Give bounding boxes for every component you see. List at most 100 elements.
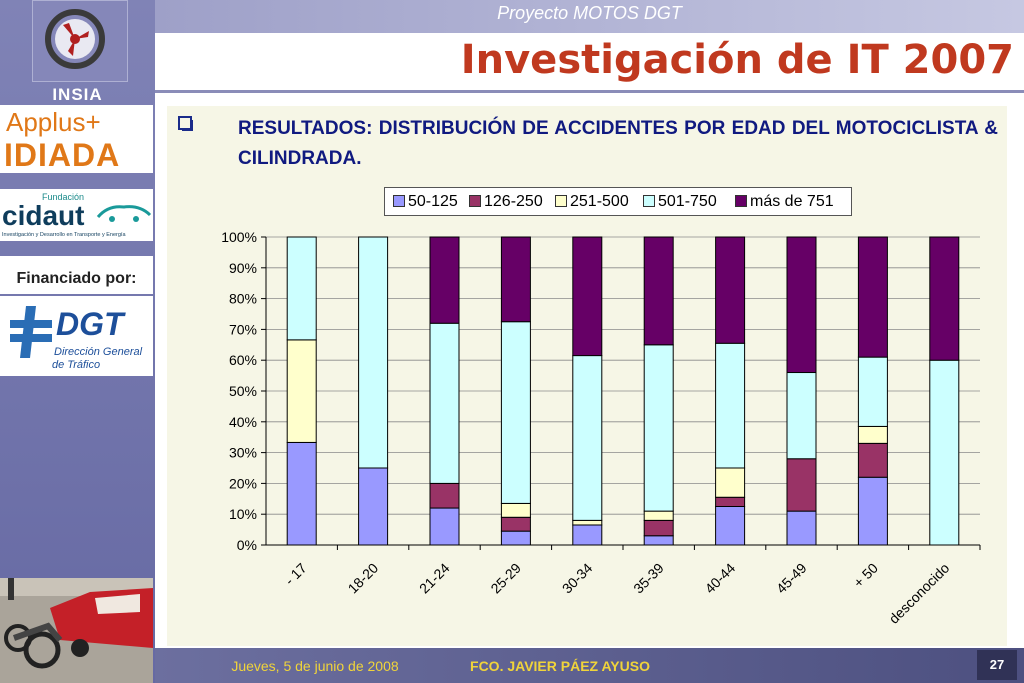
legend-swatch — [469, 195, 481, 207]
idiada-logo: IDIADA — [4, 137, 121, 173]
insia-label: INSIA — [52, 85, 103, 104]
bar-segment — [786, 510, 817, 546]
bar-segment — [358, 467, 389, 546]
footer-author: FCO. JAVIER PÁEZ AYUSO — [470, 658, 650, 674]
page-title: Investigación de IT 2007 — [460, 37, 1014, 83]
y-tick-label: 20% — [229, 475, 257, 491]
legend-label: 126-250 — [484, 193, 543, 210]
insia-logo — [32, 0, 128, 82]
applus-logo: Applus+ — [6, 107, 101, 137]
bar-segment — [643, 535, 674, 546]
y-tick-label: 40% — [229, 414, 257, 430]
legend-swatch — [393, 195, 405, 207]
bar-segment — [643, 236, 674, 346]
accident-photo — [0, 578, 153, 683]
bar-segment — [857, 425, 888, 444]
bar-segment — [786, 458, 817, 512]
bar-segment — [786, 372, 817, 460]
results-heading: RESULTADOS: DISTRIBUCIÓN DE ACCIDENTES P… — [238, 118, 998, 169]
bar-segment — [500, 516, 531, 532]
bar-segment — [572, 236, 603, 357]
cidaut-wordmark: cidaut — [2, 200, 85, 231]
bar-segment — [429, 482, 460, 509]
y-tick-label: 10% — [229, 506, 257, 522]
legend-label: 251-500 — [570, 193, 629, 210]
bar-segment — [358, 236, 389, 469]
bar-segment — [929, 236, 960, 361]
accident-scene-image — [0, 578, 153, 683]
x-tick-label: 18-20 — [345, 560, 382, 597]
y-tick-label: 60% — [229, 352, 257, 368]
y-tick-label: 70% — [229, 321, 257, 337]
insia-emblem-icon — [45, 9, 105, 69]
footer-bar — [155, 648, 1024, 683]
legend-swatch — [735, 195, 747, 207]
bar-segment — [643, 344, 674, 512]
y-tick-label: 100% — [221, 229, 257, 245]
y-tick-label: 50% — [229, 383, 257, 399]
cidaut-tagline: Investigación y Desarrollo en Transporte… — [2, 232, 126, 238]
x-tick-label: 35-39 — [630, 560, 667, 597]
bar-segment — [429, 322, 460, 484]
y-tick-label: 0% — [237, 537, 257, 553]
legend-swatch — [643, 195, 655, 207]
bar-segment — [715, 236, 746, 344]
bar-segment — [929, 359, 960, 546]
legend-label: 501-750 — [658, 193, 717, 210]
bar-segment — [429, 236, 460, 324]
bar-segment — [572, 519, 603, 526]
dgt-sub2: de Tráfico — [52, 359, 101, 371]
dgt-sub1: Dirección General — [54, 346, 143, 358]
bar-segment — [572, 355, 603, 521]
bar-segment — [643, 519, 674, 537]
x-tick-label: 45-49 — [773, 560, 810, 597]
bar-segment — [857, 236, 888, 358]
y-tick-label: 90% — [229, 260, 257, 276]
legend-swatch — [555, 195, 567, 207]
bullet-square-icon — [178, 116, 193, 131]
x-tick-label: + 50 — [850, 560, 881, 591]
x-tick-label: 25-29 — [487, 560, 524, 597]
legend-label: más de 751 — [750, 193, 834, 210]
bar-segment — [715, 467, 746, 498]
bar-segment — [500, 502, 531, 518]
bar-segment — [715, 342, 746, 469]
bar-segment — [857, 442, 888, 478]
checkbox-bullet-icon — [177, 115, 195, 133]
x-tick-label: 21-24 — [416, 560, 453, 597]
footer-date: Jueves, 5 de junio de 2008 — [231, 658, 399, 674]
dgt-logo: DGT Dirección General de Tráfico — [0, 296, 153, 376]
dgt-emblem-icon — [10, 306, 52, 358]
applus-idiada-logo: Applus+ IDIADA — [0, 105, 153, 173]
cidaut-logo: Fundación cidaut Investigación y Desarro… — [0, 189, 153, 241]
cidaut-small: Fundación — [42, 192, 85, 202]
bar-segment — [429, 507, 460, 546]
bar-segment — [500, 530, 531, 546]
financed-by-box: Financiado por: — [0, 256, 153, 294]
bar-segment — [500, 236, 531, 323]
bar-segment — [857, 356, 888, 427]
page-number: 27 — [977, 650, 1017, 680]
y-tick-label: 80% — [229, 291, 257, 307]
bar-segment — [857, 476, 888, 546]
bar-segment — [715, 496, 746, 508]
financed-by-label: Financiado por: — [16, 270, 137, 287]
chart-legend: 50-125 126-250 251-500 501-750 más de 751 — [384, 187, 852, 216]
y-tick-label: 30% — [229, 445, 257, 461]
bar-segment — [286, 236, 317, 341]
x-tick-label: - 17 — [281, 560, 310, 589]
project-name: Proyecto MOTOS DGT — [497, 3, 682, 23]
x-tick-label: 40-44 — [702, 560, 739, 597]
bar-segment — [572, 524, 603, 546]
x-tick-label: desconocido — [886, 560, 953, 627]
bar-segment — [715, 506, 746, 546]
bar-segment — [286, 339, 317, 443]
bar-segment — [286, 441, 317, 546]
x-tick-label: 30-34 — [559, 560, 596, 597]
bar-segment — [500, 321, 531, 504]
legend-label: 50-125 — [408, 193, 458, 210]
bar-segment — [643, 510, 674, 521]
title-divider — [155, 90, 1024, 93]
sidebar: INSIA Applus+ IDIADA Fundación cidaut In… — [0, 0, 155, 683]
